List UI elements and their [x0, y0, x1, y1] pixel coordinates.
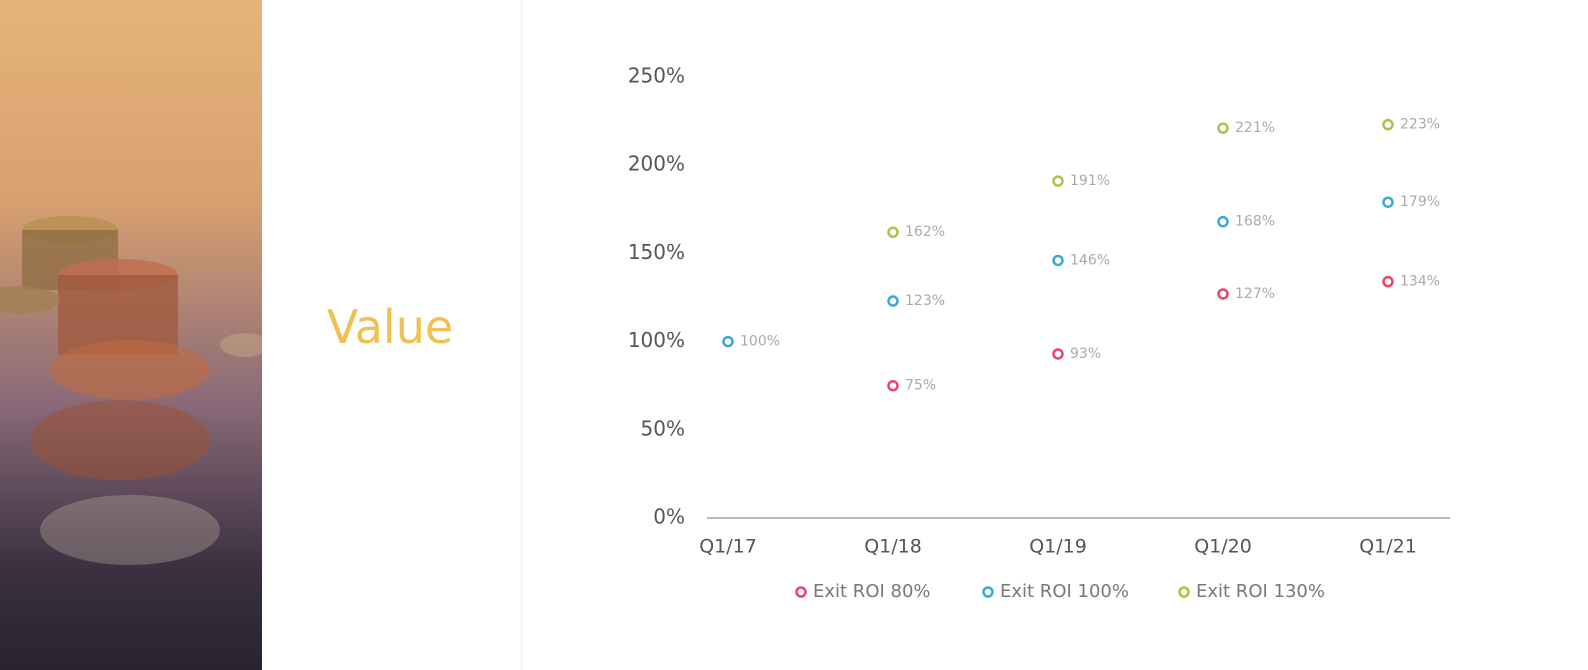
- data-label: 191%: [1070, 173, 1110, 189]
- point: [887, 226, 899, 238]
- legend-marker: [982, 586, 994, 598]
- data-label: 100%: [740, 334, 780, 350]
- point: [1052, 348, 1064, 360]
- legend-marker: [795, 586, 807, 598]
- y-tick-label: 150%: [628, 240, 685, 264]
- point: [722, 335, 734, 348]
- legend-label: Exit ROI 100%: [1000, 581, 1129, 602]
- y-tick-label: 0%: [653, 505, 685, 529]
- data-label: 75%: [905, 378, 936, 394]
- point: [887, 379, 899, 392]
- y-tick-label: 200%: [628, 152, 685, 176]
- slide-title: Value: [326, 300, 454, 354]
- x-tick-label: Q1/19: [1029, 536, 1087, 558]
- data-label: 168%: [1235, 214, 1275, 230]
- x-tick-label: Q1/17: [699, 536, 757, 558]
- y-tick-label: 250%: [628, 64, 685, 88]
- data-label: 146%: [1070, 252, 1110, 268]
- data-label: 93%: [1070, 346, 1101, 362]
- data-label: 162%: [905, 224, 945, 240]
- point: [887, 295, 899, 307]
- point: [1382, 196, 1394, 208]
- coins-illustration: [0, 216, 262, 565]
- data-label: 123%: [905, 293, 945, 309]
- legend-label: Exit ROI 80%: [813, 581, 931, 602]
- x-tick-label: Q1/18: [864, 536, 922, 558]
- y-tick-label: 50%: [641, 416, 685, 440]
- point: [1217, 288, 1229, 300]
- point: [1217, 122, 1229, 134]
- point: [1217, 215, 1229, 228]
- legend-marker: [1178, 586, 1190, 598]
- photo: [0, 0, 262, 670]
- data-label: 179%: [1400, 194, 1440, 210]
- data-label: 134%: [1400, 274, 1440, 290]
- data-label: 127%: [1235, 286, 1275, 302]
- point: [1052, 175, 1064, 187]
- point: [1382, 118, 1394, 131]
- x-tick-label: Q1/21: [1359, 536, 1417, 558]
- point: [1052, 254, 1064, 267]
- point: [1382, 275, 1394, 288]
- data-label: 223%: [1400, 117, 1440, 133]
- x-tick-label: Q1/20: [1194, 536, 1252, 558]
- divider: [521, 0, 522, 670]
- y-tick-label: 100%: [628, 328, 685, 352]
- data-label: 221%: [1235, 120, 1275, 136]
- legend-label: Exit ROI 130%: [1196, 581, 1325, 602]
